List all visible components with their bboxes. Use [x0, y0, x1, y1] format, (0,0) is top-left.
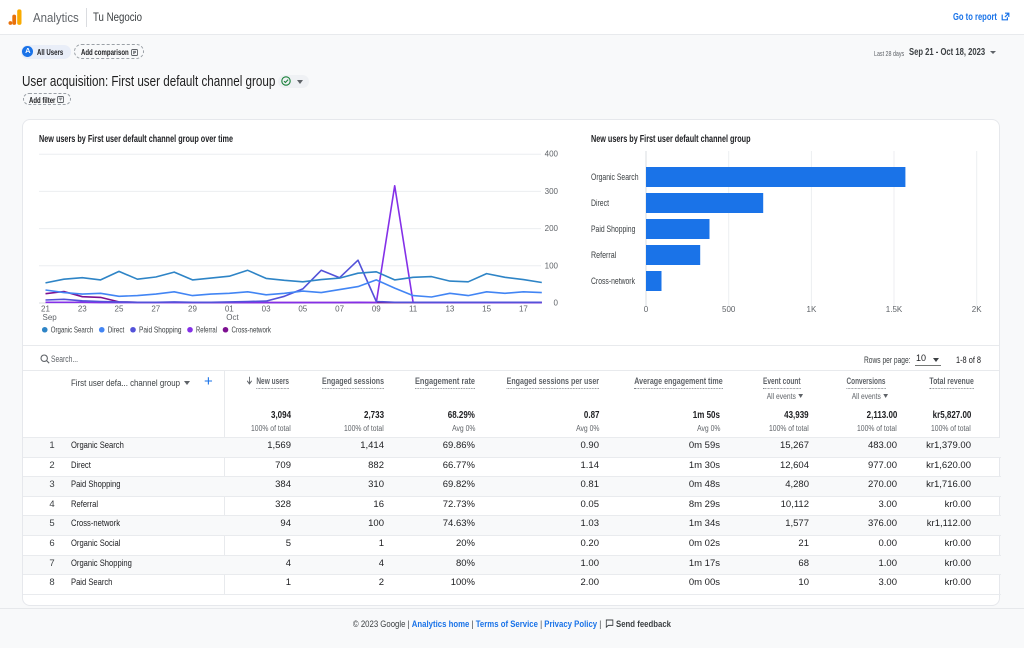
svg-text:1.5K: 1.5K	[886, 305, 903, 314]
svg-text:Paid Shopping: Paid Shopping	[139, 325, 182, 335]
svg-text:13: 13	[445, 305, 454, 314]
svg-text:0: 0	[554, 299, 559, 308]
svg-text:23: 23	[78, 305, 87, 314]
svg-text:15: 15	[482, 305, 491, 314]
svg-text:21: 21	[41, 305, 50, 314]
svg-text:Cross-network: Cross-network	[232, 325, 272, 335]
svg-text:Direct: Direct	[591, 198, 609, 208]
svg-text:25: 25	[115, 305, 124, 314]
svg-text:Organic Search: Organic Search	[51, 325, 94, 335]
svg-text:27: 27	[151, 305, 160, 314]
svg-text:Oct: Oct	[226, 313, 239, 322]
svg-text:03: 03	[262, 305, 271, 314]
svg-text:Paid Shopping: Paid Shopping	[591, 224, 635, 234]
svg-text:17: 17	[519, 305, 528, 314]
svg-text:0: 0	[644, 305, 649, 314]
svg-text:11: 11	[409, 305, 418, 314]
svg-text:09: 09	[372, 305, 381, 314]
svg-text:2K: 2K	[972, 305, 982, 314]
svg-text:Referral: Referral	[591, 250, 616, 260]
svg-text:300: 300	[545, 187, 559, 196]
svg-text:200: 200	[545, 224, 559, 233]
svg-text:Referral: Referral	[196, 325, 217, 335]
svg-text:500: 500	[722, 305, 736, 314]
svg-text:Sep: Sep	[43, 313, 58, 322]
svg-text:Cross-network: Cross-network	[591, 276, 635, 286]
svg-text:Organic Search: Organic Search	[591, 172, 639, 182]
svg-text:07: 07	[335, 305, 344, 314]
svg-text:100: 100	[545, 261, 559, 270]
svg-text:400: 400	[545, 150, 559, 159]
svg-text:1K: 1K	[807, 305, 817, 314]
svg-text:Direct: Direct	[108, 325, 125, 335]
svg-text:01: 01	[225, 305, 234, 314]
svg-text:05: 05	[298, 305, 307, 314]
svg-text:29: 29	[188, 305, 197, 314]
